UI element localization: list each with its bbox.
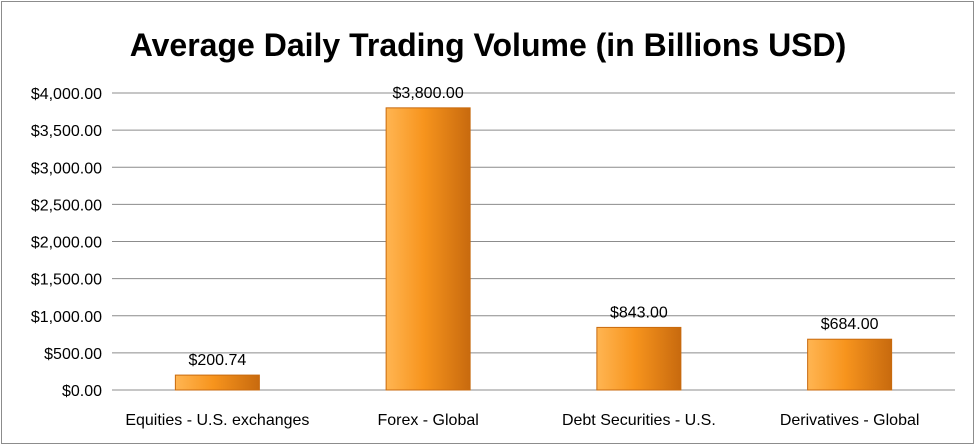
y-tick-label: $4,000.00 (31, 86, 102, 103)
category-label: Forex - Global (377, 412, 478, 429)
x-axis-categories: Equities - U.S. exchanges Forex - Global D… (125, 412, 919, 429)
y-axis-ticks: $0.00 $500.00 $1,000.00 $1,500.00 $2,000.00 $… (31, 86, 102, 400)
y-tick-label: $1,500.00 (31, 272, 102, 289)
y-tick-label: $2,000.00 (31, 235, 102, 252)
y-tick-label: $3,000.00 (31, 160, 102, 177)
y-tick-label: $1,000.00 (31, 309, 102, 326)
data-label: $843.00 (610, 304, 668, 321)
y-tick-label: $3,500.00 (31, 123, 102, 140)
y-tick-label: $0.00 (62, 383, 102, 400)
category-label: Debt Securities - U.S. (562, 412, 716, 429)
bar (174, 374, 260, 391)
category-label: Derivatives - Global (780, 412, 920, 429)
category-label: Equities - U.S. exchanges (125, 412, 309, 429)
y-tick-label: $500.00 (44, 346, 102, 363)
chart-title: Average Daily Trading Volume (in Billion… (130, 27, 847, 63)
bar (807, 338, 893, 391)
bars (174, 107, 893, 391)
bar (596, 326, 682, 391)
data-labels: $200.74 $3,800.00 $843.00 $684.00 (188, 85, 878, 369)
data-label: $3,800.00 (393, 85, 464, 102)
y-tick-label: $2,500.00 (31, 197, 102, 214)
data-label: $684.00 (821, 316, 879, 333)
data-label: $200.74 (188, 352, 246, 369)
bar (385, 107, 471, 391)
